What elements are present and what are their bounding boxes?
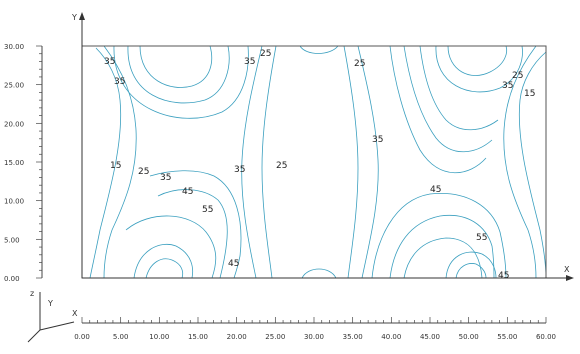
- contour-line-bottomright-2: [455, 263, 487, 279]
- axes-group: Y X: [71, 12, 574, 281]
- x-tick-label: 25.00: [265, 333, 285, 341]
- contour-line-left-mid-5: [125, 215, 217, 279]
- contour-label-25-center: 25: [276, 161, 287, 171]
- contour-line-left-2: [103, 45, 137, 279]
- contour-label-35-topleft: 35: [104, 57, 115, 67]
- contour-line-right-lower-2: [389, 214, 495, 279]
- contour-label-45-bottom-right: 45: [498, 271, 509, 281]
- x-tick-label: 0.00: [74, 333, 90, 341]
- contour-label-35-topright: 35: [502, 81, 513, 91]
- y-tick-label: 0.00: [4, 275, 20, 283]
- x-axis-letter: X: [564, 265, 570, 274]
- contour-label-35-top-mid: 35: [244, 57, 255, 67]
- y-tick-labels: 0.00 5.00 10.00 15.00 20.00 25.00 30.00: [4, 43, 24, 283]
- contour-label-35-left-upper: 35: [114, 77, 125, 87]
- x-tick-label: 40.00: [381, 333, 401, 341]
- x-tick-label: 10.00: [149, 333, 169, 341]
- x-tick-label: 45.00: [420, 333, 440, 341]
- contour-label-55-left: 55: [202, 205, 213, 215]
- contour-label-45-bottom-mid: 45: [228, 259, 239, 269]
- x-tick-label: 5.00: [113, 333, 129, 341]
- plot-frame: [81, 45, 547, 279]
- contour-line-left-mid-2: [261, 45, 277, 279]
- triad-z-letter: z: [30, 289, 34, 298]
- contour-labels: 35 35 35 25 25 25 35 15 15 25 35 45 55 3…: [104, 49, 535, 281]
- triad-horizontal-line: [39, 321, 75, 331]
- contour-label-25-top-center: 25: [354, 59, 365, 69]
- y-ruler: 0.00 5.00 10.00 15.00 20.00 25.00 30.00: [4, 43, 43, 283]
- contour-line-topleft-2: [127, 45, 230, 104]
- y-tick-label: 15.00: [4, 159, 24, 167]
- y-tick-label: 25.00: [4, 82, 24, 90]
- contour-line-right-mid-1: [357, 45, 379, 279]
- x-tick-label: 30.00: [304, 333, 324, 341]
- x-axis-arrow-icon: [566, 275, 574, 281]
- x-ruler: 0.00 5.00 10.00 15.00 20.00 25.00 30.00 35.00 40…: [74, 317, 556, 341]
- x-tick-labels: 0.00 5.00 10.00 15.00 20.00 25.00 30.00 35.00 40…: [74, 333, 556, 341]
- contour-lines: [89, 45, 547, 279]
- contour-line-right-lower-3: [403, 237, 483, 279]
- contour-line-left-mid-3: [149, 170, 242, 279]
- contour-line-top-center: [299, 45, 339, 54]
- contour-line-topright-1: [447, 45, 507, 76]
- contour-label-15-left: 15: [110, 161, 121, 171]
- contour-line-right-2: [503, 45, 537, 279]
- contour-line-left-mid-1: [241, 45, 263, 279]
- contour-label-15-right: 15: [524, 89, 535, 99]
- contour-line-topleft-3: [113, 45, 249, 119]
- x-tick-label: 55.00: [497, 333, 517, 341]
- contour-label-25-top-mid: 25: [260, 49, 271, 59]
- triad-x-letter: X: [72, 309, 78, 318]
- x-tick-label: 60.00: [536, 333, 556, 341]
- contour-label-25-left: 25: [138, 167, 149, 177]
- x-ruler-minor-ticks: [81, 317, 547, 323]
- y-tick-label: 30.00: [4, 43, 24, 51]
- y-ruler-minor-ticks: [36, 45, 42, 279]
- contour-line-left-mid-4: [157, 189, 228, 279]
- contour-line-right-mid-2: [343, 45, 359, 279]
- y-tick-label: 5.00: [4, 236, 20, 244]
- axis-triad-icon: z X Y: [27, 289, 78, 343]
- contour-line-right-mid-3: [389, 45, 487, 174]
- y-axis-letter: Y: [71, 13, 77, 22]
- contour-label-45-left: 45: [182, 187, 193, 197]
- contour-line-topright-2: [435, 45, 523, 93]
- contour-line-left-1: [89, 47, 122, 279]
- contour-line-bottom-center: [301, 268, 337, 279]
- y-tick-label: 10.00: [4, 198, 24, 206]
- contour-line-right-mid-5: [419, 45, 499, 131]
- x-tick-label: 20.00: [227, 333, 247, 341]
- contour-label-35-left-mid: 35: [160, 173, 171, 183]
- triad-diagonal-line: [27, 329, 41, 343]
- y-tick-label: 20.00: [4, 120, 24, 128]
- contour-line-right-mid-4: [403, 45, 493, 153]
- contour-line-topleft-1: [139, 45, 213, 88]
- x-tick-label: 50.00: [459, 333, 479, 341]
- contour-label-35-center-right: 35: [372, 135, 383, 145]
- y-axis-arrow-icon: [79, 12, 85, 20]
- contour-line-bottomleft-2: [145, 258, 184, 279]
- contour-line-right-1: [518, 51, 547, 279]
- triad-y-letter: Y: [47, 299, 53, 308]
- x-tick-label: 35.00: [343, 333, 363, 341]
- contour-label-45-right: 45: [430, 185, 441, 195]
- contour-label-55-right: 55: [476, 233, 487, 243]
- contour-line-bottomleft-1: [133, 243, 193, 279]
- contour-line-right-lower-1: [371, 192, 507, 279]
- contour-label-25-topright: 25: [512, 71, 523, 81]
- contour-line-bottomright-1: [445, 251, 497, 279]
- contour-label-35-center-left: 35: [234, 165, 245, 175]
- x-tick-label: 15.00: [188, 333, 208, 341]
